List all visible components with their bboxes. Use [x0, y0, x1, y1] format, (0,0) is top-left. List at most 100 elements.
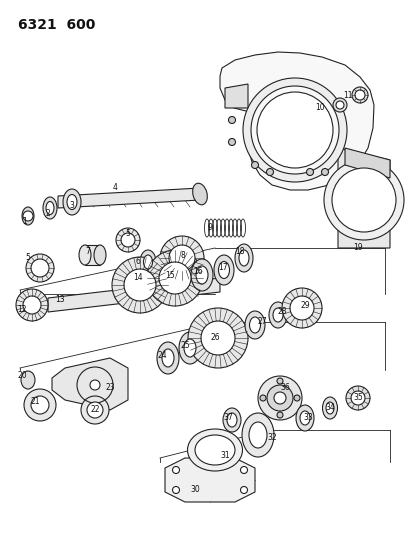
Text: 19: 19: [353, 244, 363, 253]
Ellipse shape: [269, 302, 287, 328]
Text: 13: 13: [55, 295, 65, 304]
Ellipse shape: [239, 250, 249, 266]
Circle shape: [243, 78, 347, 182]
Polygon shape: [58, 188, 200, 208]
Circle shape: [173, 466, 180, 473]
Text: 7: 7: [86, 247, 91, 256]
Polygon shape: [225, 84, 248, 108]
Text: 33: 33: [303, 414, 313, 423]
Circle shape: [240, 466, 248, 473]
Circle shape: [90, 380, 100, 390]
Text: 36: 36: [280, 384, 290, 392]
Circle shape: [355, 90, 365, 100]
Ellipse shape: [196, 266, 208, 284]
Polygon shape: [48, 278, 220, 312]
Ellipse shape: [184, 339, 196, 357]
Text: 3: 3: [69, 201, 74, 211]
Circle shape: [228, 139, 235, 146]
Text: 27: 27: [257, 318, 267, 327]
Ellipse shape: [46, 201, 54, 214]
Ellipse shape: [250, 317, 260, 333]
Text: 8: 8: [181, 251, 185, 260]
Ellipse shape: [193, 183, 207, 205]
Text: 32: 32: [267, 432, 277, 441]
Circle shape: [251, 86, 339, 174]
Text: 11: 11: [343, 91, 353, 100]
Circle shape: [121, 233, 135, 247]
Ellipse shape: [273, 308, 283, 322]
Circle shape: [16, 289, 48, 321]
Circle shape: [333, 98, 347, 112]
Circle shape: [322, 168, 328, 175]
Ellipse shape: [67, 195, 77, 209]
Ellipse shape: [188, 429, 242, 471]
Ellipse shape: [322, 397, 337, 419]
Circle shape: [258, 376, 302, 420]
Text: 10: 10: [315, 102, 325, 111]
Circle shape: [306, 168, 313, 175]
Circle shape: [346, 386, 370, 410]
Text: 14: 14: [133, 273, 143, 282]
Polygon shape: [52, 358, 128, 410]
Ellipse shape: [227, 413, 237, 427]
Text: 15: 15: [165, 271, 175, 279]
Text: 26: 26: [210, 334, 220, 343]
Circle shape: [31, 396, 49, 414]
Circle shape: [351, 391, 365, 405]
Text: 4: 4: [113, 183, 118, 192]
Circle shape: [274, 392, 286, 404]
Ellipse shape: [300, 411, 310, 425]
Ellipse shape: [140, 250, 156, 274]
Text: 20: 20: [17, 370, 27, 379]
Ellipse shape: [63, 189, 81, 215]
Circle shape: [23, 211, 33, 221]
Circle shape: [31, 259, 49, 277]
Circle shape: [24, 389, 56, 421]
Text: 29: 29: [300, 301, 310, 310]
Circle shape: [169, 245, 195, 271]
Text: 35: 35: [353, 393, 363, 402]
Circle shape: [267, 385, 293, 411]
Text: 5: 5: [126, 229, 131, 238]
Text: 23: 23: [105, 384, 115, 392]
Circle shape: [336, 101, 344, 109]
Circle shape: [124, 269, 156, 301]
Circle shape: [277, 378, 283, 384]
Polygon shape: [85, 245, 100, 265]
Ellipse shape: [162, 349, 174, 367]
Text: 5: 5: [26, 254, 31, 262]
Circle shape: [352, 87, 368, 103]
Ellipse shape: [223, 408, 241, 432]
Circle shape: [116, 228, 140, 252]
Text: 9: 9: [208, 223, 213, 232]
Circle shape: [251, 161, 259, 168]
Circle shape: [173, 487, 180, 494]
Ellipse shape: [195, 435, 235, 465]
Circle shape: [201, 321, 235, 355]
Text: 21: 21: [30, 398, 40, 407]
Circle shape: [290, 296, 314, 320]
Circle shape: [282, 288, 322, 328]
Circle shape: [112, 257, 168, 313]
Circle shape: [87, 402, 103, 418]
Ellipse shape: [326, 402, 334, 414]
Ellipse shape: [22, 207, 34, 225]
Ellipse shape: [191, 259, 213, 291]
Polygon shape: [338, 148, 390, 248]
Polygon shape: [165, 458, 255, 502]
Text: 31: 31: [220, 450, 230, 459]
Ellipse shape: [79, 245, 91, 265]
Text: 34: 34: [325, 403, 335, 413]
Text: 6321  600: 6321 600: [18, 18, 95, 32]
Ellipse shape: [157, 342, 179, 374]
Ellipse shape: [214, 255, 234, 285]
Circle shape: [160, 236, 204, 280]
Circle shape: [294, 395, 300, 401]
Circle shape: [332, 168, 396, 232]
Ellipse shape: [235, 244, 253, 272]
Circle shape: [266, 168, 273, 175]
Ellipse shape: [43, 197, 57, 219]
Circle shape: [188, 308, 248, 368]
Text: 6: 6: [135, 257, 140, 266]
Ellipse shape: [245, 311, 265, 339]
